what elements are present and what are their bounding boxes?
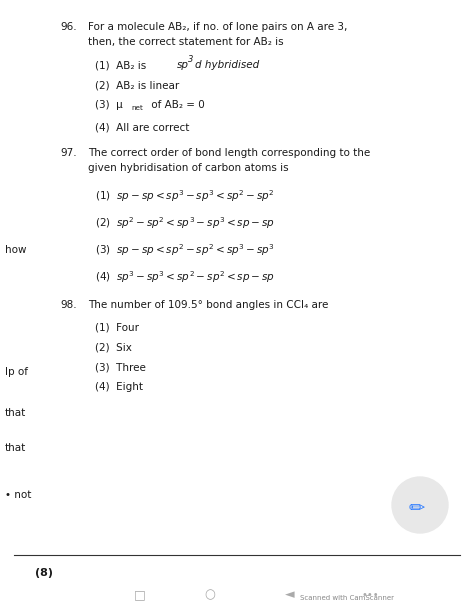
Text: (2)  AB₂ is linear: (2) AB₂ is linear xyxy=(95,80,179,90)
Text: d hybridised: d hybridised xyxy=(195,60,259,70)
Text: (1)  AB₂ is: (1) AB₂ is xyxy=(95,60,149,70)
Text: 96.: 96. xyxy=(60,22,77,32)
Text: The number of 109.5° bond angles in CCl₄ are: The number of 109.5° bond angles in CCl₄… xyxy=(88,300,328,310)
Text: •••: ••• xyxy=(361,590,379,600)
Text: that: that xyxy=(5,408,26,418)
Text: (1)  $sp - sp < sp^3 - sp^3 < sp^2 - sp^2$: (1) $sp - sp < sp^3 - sp^3 < sp^2 - sp^2… xyxy=(95,188,274,204)
Circle shape xyxy=(392,477,448,533)
Text: 97.: 97. xyxy=(60,148,77,158)
Text: For a molecule AB₂, if no. of lone pairs on A are 3,: For a molecule AB₂, if no. of lone pairs… xyxy=(88,22,347,32)
Text: ◄: ◄ xyxy=(285,588,295,601)
Text: (8): (8) xyxy=(35,568,53,578)
Text: (4)  Eight: (4) Eight xyxy=(95,382,143,392)
Text: that: that xyxy=(5,443,26,453)
Text: then, the correct statement for AB₂ is: then, the correct statement for AB₂ is xyxy=(88,37,283,47)
Text: given hybridisation of carbon atoms is: given hybridisation of carbon atoms is xyxy=(88,163,289,173)
Text: (2)  $sp^2 - sp^2 < sp^3 - sp^3 < sp - sp$: (2) $sp^2 - sp^2 < sp^3 - sp^3 < sp - sp… xyxy=(95,215,275,231)
Text: lp of: lp of xyxy=(5,367,28,377)
Text: net: net xyxy=(131,105,143,111)
Text: □: □ xyxy=(134,588,146,601)
Text: (4)  All are correct: (4) All are correct xyxy=(95,122,190,132)
Text: (2)  Six: (2) Six xyxy=(95,342,132,352)
Text: of AB₂ = 0: of AB₂ = 0 xyxy=(148,100,205,110)
Text: ○: ○ xyxy=(205,588,216,601)
Text: 3: 3 xyxy=(188,55,193,64)
Text: The correct order of bond length corresponding to the: The correct order of bond length corresp… xyxy=(88,148,370,158)
Text: (1)  Four: (1) Four xyxy=(95,322,139,332)
Text: Scanned with CamScanner: Scanned with CamScanner xyxy=(300,595,394,601)
Text: (3)  $sp - sp < sp^2 - sp^2 < sp^3 - sp^3$: (3) $sp - sp < sp^2 - sp^2 < sp^3 - sp^3… xyxy=(95,242,275,258)
Text: how: how xyxy=(5,245,27,255)
Text: 98.: 98. xyxy=(60,300,77,310)
Text: (4)  $sp^3 - sp^3 < sp^2 - sp^2 < sp - sp$: (4) $sp^3 - sp^3 < sp^2 - sp^2 < sp - sp… xyxy=(95,269,275,285)
Text: sp: sp xyxy=(177,60,189,70)
Text: ✏: ✏ xyxy=(409,500,425,519)
Text: (3)  Three: (3) Three xyxy=(95,362,146,372)
Text: • not: • not xyxy=(5,490,31,500)
Text: (3)  μ: (3) μ xyxy=(95,100,123,110)
